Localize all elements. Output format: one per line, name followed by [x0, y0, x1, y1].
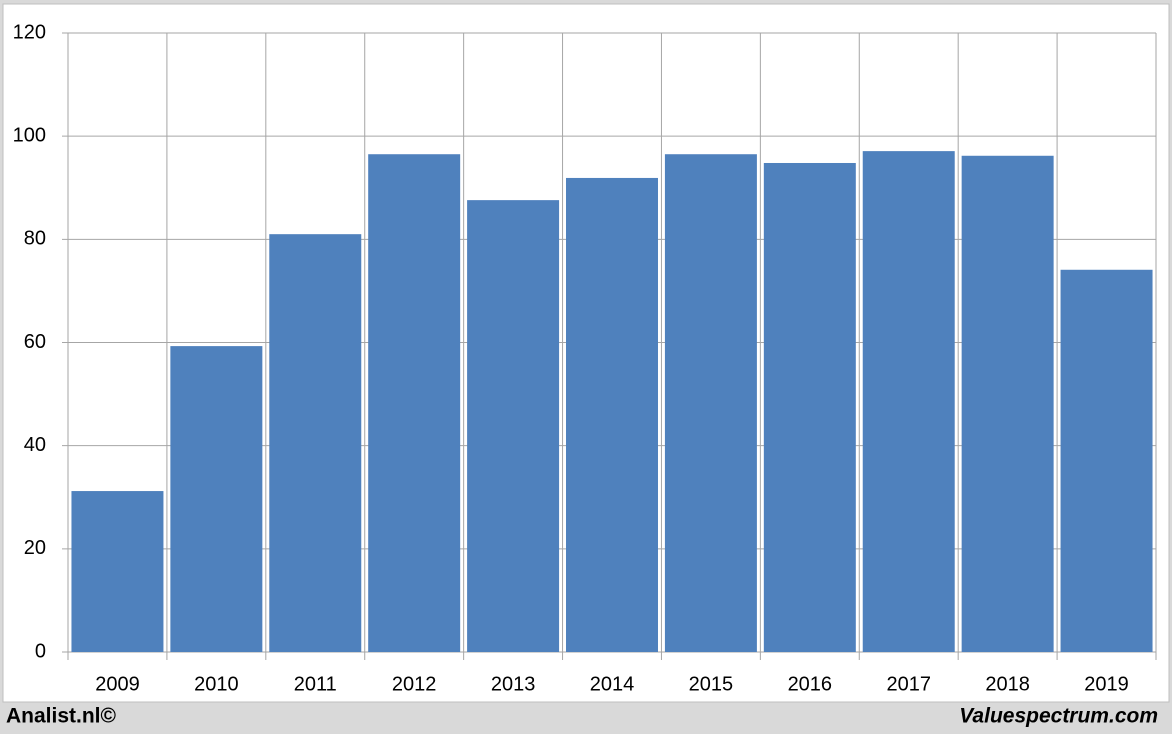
x-tick-label: 2019	[1084, 673, 1129, 695]
bar	[862, 151, 955, 652]
y-tick-label: 80	[24, 228, 46, 250]
bar	[664, 154, 757, 653]
x-tick-label: 2015	[689, 673, 734, 695]
x-tick-label: 2016	[788, 673, 833, 695]
x-tick-label: 2014	[590, 673, 635, 695]
y-tick-label: 20	[24, 537, 46, 559]
footer-right: Valuespectrum.com	[959, 705, 1158, 728]
bar	[71, 491, 164, 652]
y-tick-label: 60	[24, 331, 46, 353]
bar	[368, 154, 461, 653]
y-tick-label: 0	[35, 640, 46, 662]
x-tick-label: 2011	[294, 673, 337, 695]
x-tick-label: 2009	[95, 673, 140, 695]
bar	[961, 155, 1054, 653]
bar	[1060, 269, 1153, 652]
y-tick-label: 120	[13, 21, 46, 43]
bar	[467, 200, 560, 652]
bar	[170, 346, 263, 652]
bar	[763, 162, 856, 653]
x-tick-label: 2017	[886, 673, 931, 695]
x-tick-label: 2018	[985, 673, 1030, 695]
x-tick-label: 2010	[194, 673, 239, 695]
bar	[566, 177, 658, 653]
x-tick-label: 2012	[392, 673, 437, 695]
bar	[269, 234, 362, 653]
y-tick-label: 40	[24, 434, 46, 456]
x-tick-label: 2013	[491, 673, 536, 695]
footer-left: Analist.nl©	[6, 705, 117, 728]
y-tick-label: 100	[13, 124, 46, 146]
